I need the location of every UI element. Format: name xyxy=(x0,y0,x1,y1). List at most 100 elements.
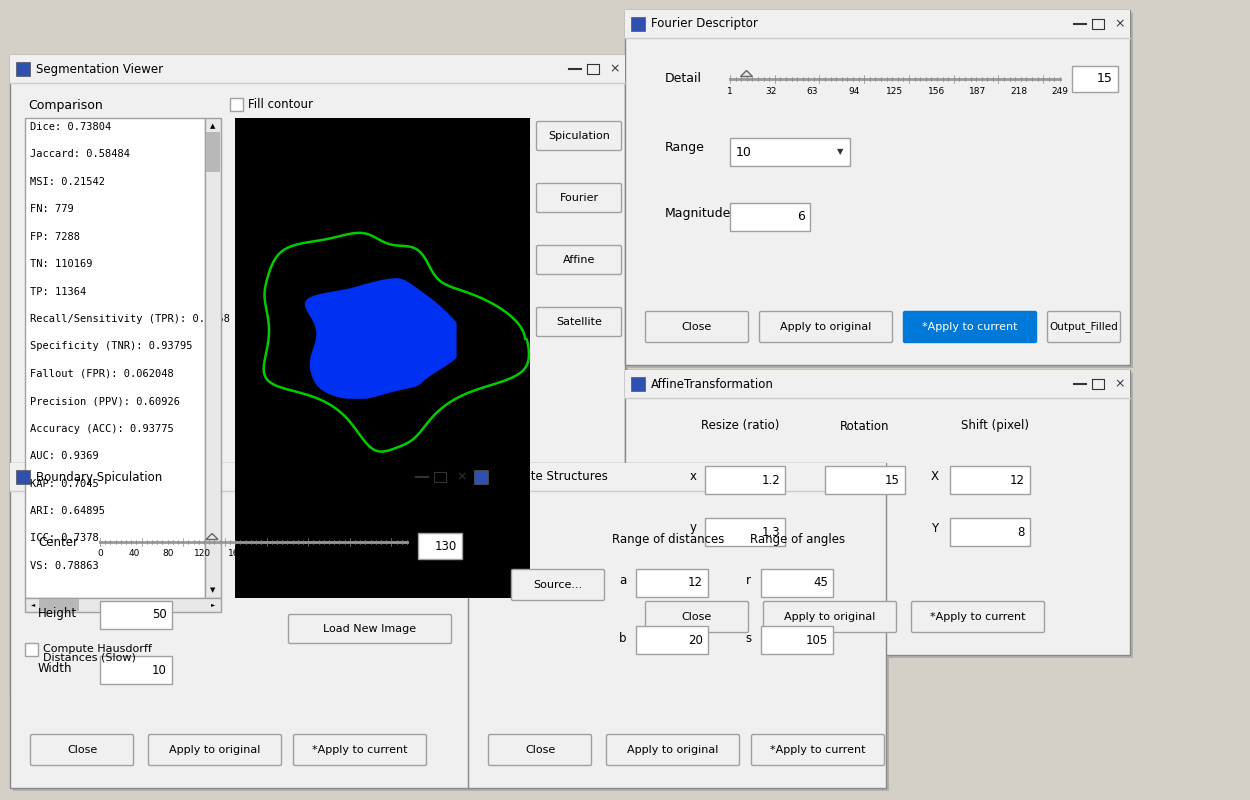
Text: Close: Close xyxy=(525,745,555,755)
Text: ICC: 0.7378: ICC: 0.7378 xyxy=(30,534,99,543)
Text: b: b xyxy=(619,631,626,645)
FancyBboxPatch shape xyxy=(536,183,621,213)
FancyBboxPatch shape xyxy=(911,602,1045,633)
FancyBboxPatch shape xyxy=(625,10,1130,38)
FancyBboxPatch shape xyxy=(760,311,892,342)
FancyBboxPatch shape xyxy=(16,470,30,484)
Text: Fourier: Fourier xyxy=(560,193,599,203)
Text: Segmentation Viewer: Segmentation Viewer xyxy=(36,62,162,75)
Text: Magnitude: Magnitude xyxy=(665,206,731,219)
FancyBboxPatch shape xyxy=(631,17,645,31)
FancyBboxPatch shape xyxy=(1048,311,1120,342)
FancyBboxPatch shape xyxy=(10,463,472,788)
Text: 40: 40 xyxy=(129,550,140,558)
Text: Jaccard: 0.58484: Jaccard: 0.58484 xyxy=(30,150,130,159)
FancyBboxPatch shape xyxy=(149,734,281,766)
Text: X: X xyxy=(931,470,939,482)
Text: *Apply to current: *Apply to current xyxy=(930,612,1026,622)
Text: Detail: Detail xyxy=(665,71,702,85)
FancyBboxPatch shape xyxy=(489,734,591,766)
Text: 50: 50 xyxy=(152,609,168,622)
Text: Apply to original: Apply to original xyxy=(628,745,719,755)
Text: TP: 11364: TP: 11364 xyxy=(30,286,86,297)
Polygon shape xyxy=(305,278,456,399)
Text: ×: × xyxy=(456,470,468,483)
Text: 120: 120 xyxy=(194,550,211,558)
Text: Resize (ratio): Resize (ratio) xyxy=(701,419,779,433)
FancyBboxPatch shape xyxy=(950,518,1030,546)
Text: *Apply to current: *Apply to current xyxy=(922,322,1018,332)
FancyBboxPatch shape xyxy=(235,118,530,598)
Text: Load New Image: Load New Image xyxy=(324,624,416,634)
FancyBboxPatch shape xyxy=(12,58,628,698)
Text: 0: 0 xyxy=(98,550,102,558)
Text: 6: 6 xyxy=(798,210,805,223)
Text: Precision (PPV): 0.60926: Precision (PPV): 0.60926 xyxy=(30,396,180,406)
FancyBboxPatch shape xyxy=(536,246,621,274)
FancyBboxPatch shape xyxy=(625,370,1130,655)
Text: 45: 45 xyxy=(814,577,828,590)
Text: ×: × xyxy=(1115,18,1125,30)
Text: AUC: 0.9369: AUC: 0.9369 xyxy=(30,451,99,461)
Text: Comparison: Comparison xyxy=(28,98,102,111)
FancyBboxPatch shape xyxy=(205,118,221,598)
Text: 15: 15 xyxy=(1098,73,1112,86)
Text: FN: 779: FN: 779 xyxy=(30,204,74,214)
Text: Close: Close xyxy=(68,745,98,755)
Text: 1.3: 1.3 xyxy=(761,526,780,538)
FancyBboxPatch shape xyxy=(705,466,785,494)
FancyBboxPatch shape xyxy=(1072,66,1118,92)
Text: AffineTransformation: AffineTransformation xyxy=(651,378,774,390)
Text: 8: 8 xyxy=(1017,526,1025,538)
Text: 105: 105 xyxy=(806,634,828,646)
FancyBboxPatch shape xyxy=(511,570,605,601)
FancyBboxPatch shape xyxy=(628,373,1132,658)
FancyBboxPatch shape xyxy=(536,122,621,150)
Text: Distances (Slow): Distances (Slow) xyxy=(42,653,136,663)
Text: Recall/Sensitivity (TPR): 0.9358: Recall/Sensitivity (TPR): 0.9358 xyxy=(30,314,230,324)
Text: 218: 218 xyxy=(1010,86,1028,95)
Text: s: s xyxy=(745,631,751,645)
FancyBboxPatch shape xyxy=(705,518,785,546)
Text: Range of distances: Range of distances xyxy=(611,533,724,546)
FancyBboxPatch shape xyxy=(471,466,889,791)
Text: ×: × xyxy=(871,470,881,483)
Text: Fallout (FPR): 0.062048: Fallout (FPR): 0.062048 xyxy=(30,369,174,379)
Text: 249: 249 xyxy=(1051,86,1069,95)
Text: Satellite: Satellite xyxy=(556,317,602,327)
FancyBboxPatch shape xyxy=(468,463,886,491)
Text: ×: × xyxy=(1115,378,1125,390)
Text: Close: Close xyxy=(682,612,712,622)
FancyBboxPatch shape xyxy=(25,598,221,612)
FancyBboxPatch shape xyxy=(10,463,472,491)
FancyBboxPatch shape xyxy=(606,734,740,766)
FancyBboxPatch shape xyxy=(764,602,896,633)
Text: 156: 156 xyxy=(928,86,945,95)
FancyBboxPatch shape xyxy=(289,614,451,643)
FancyBboxPatch shape xyxy=(10,55,625,695)
Text: y: y xyxy=(690,522,696,534)
FancyBboxPatch shape xyxy=(751,734,885,766)
FancyBboxPatch shape xyxy=(39,599,79,611)
FancyBboxPatch shape xyxy=(100,656,172,684)
FancyBboxPatch shape xyxy=(645,311,749,342)
Text: Source...: Source... xyxy=(534,580,582,590)
FancyBboxPatch shape xyxy=(25,118,205,598)
Text: VS: 0.78863: VS: 0.78863 xyxy=(30,561,99,571)
Text: Fill contour: Fill contour xyxy=(248,98,312,111)
FancyBboxPatch shape xyxy=(628,13,1132,368)
Text: 1: 1 xyxy=(728,86,732,95)
Text: Boundary Spiculation: Boundary Spiculation xyxy=(36,470,162,483)
Text: Range: Range xyxy=(665,142,705,154)
FancyBboxPatch shape xyxy=(761,626,832,654)
Text: Specificity (TNR): 0.93795: Specificity (TNR): 0.93795 xyxy=(30,342,192,351)
FancyBboxPatch shape xyxy=(16,62,30,76)
Text: Apply to original: Apply to original xyxy=(780,322,871,332)
FancyBboxPatch shape xyxy=(625,370,1130,398)
Text: Compute Hausdorff: Compute Hausdorff xyxy=(42,645,152,654)
FancyBboxPatch shape xyxy=(30,734,134,766)
Text: x: x xyxy=(690,470,696,482)
Text: Apply to original: Apply to original xyxy=(784,612,876,622)
Text: ▼: ▼ xyxy=(836,147,844,157)
Text: KAP: 0.7045: KAP: 0.7045 xyxy=(30,478,99,489)
